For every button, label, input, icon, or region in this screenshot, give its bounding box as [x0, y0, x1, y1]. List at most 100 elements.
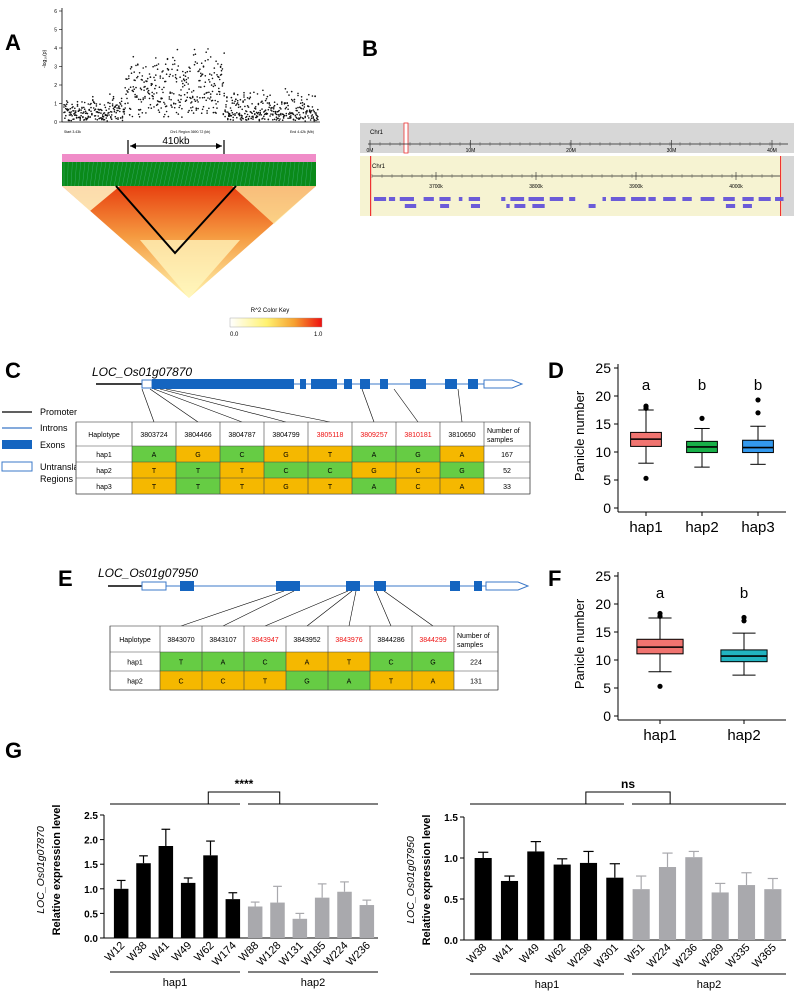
- browser-gene-feature: [682, 197, 692, 201]
- box-body: [742, 439, 774, 454]
- manhattan-point: [112, 97, 115, 100]
- manhattan-point: [190, 97, 192, 100]
- utr-3-arrow: [483, 379, 524, 389]
- exon-box: [468, 379, 478, 389]
- manhattan-point: [74, 110, 77, 112]
- manhattan-point: [260, 114, 262, 116]
- manhattan-point: [317, 115, 319, 118]
- manhattan-point: [293, 101, 296, 103]
- manhattan-point: [234, 100, 236, 103]
- browser-detail-left-marker: [370, 156, 372, 216]
- manhattan-point: [176, 48, 179, 51]
- manhattan-point: [218, 76, 220, 78]
- manhattan-point: [101, 114, 104, 116]
- manhattan-point: [182, 74, 185, 76]
- manhattan-point: [214, 99, 216, 102]
- bar-x-tick-label: W49: [517, 942, 541, 966]
- manhattan-point: [100, 112, 102, 114]
- legend-utr-label-2: Regions: [40, 474, 74, 484]
- manhattan-point: [110, 116, 112, 119]
- ld-connector-line: [118, 161, 123, 187]
- table-cell: A: [460, 484, 465, 491]
- manhattan-point: [249, 96, 252, 98]
- browser-gene-feature: [663, 197, 676, 201]
- allele-cell-bg: [440, 462, 484, 478]
- manhattan-point: [120, 100, 123, 103]
- manhattan-point: [119, 117, 122, 119]
- manhattan-point: [218, 91, 221, 93]
- manhattan-point: [238, 114, 241, 117]
- allele-cell-bg: [412, 671, 454, 690]
- ld-connector-line: [114, 161, 119, 187]
- manhattan-point: [247, 117, 250, 120]
- manhattan-point: [135, 64, 137, 67]
- haplotype-table-c: Haplotype 3803724 3804466 3804787 3804799 380…: [75, 421, 531, 495]
- allele-cell-bg: [244, 652, 286, 671]
- manhattan-point: [152, 97, 154, 100]
- box-y-tick-label: 25: [595, 360, 611, 376]
- manhattan-point: [296, 109, 298, 112]
- manhattan-point: [133, 88, 135, 90]
- table-header-cell: 3803724: [140, 432, 167, 439]
- gene-e-name: LOC_Os01g07950: [98, 568, 198, 580]
- manhattan-point: [266, 95, 269, 98]
- ld-connector-line: [90, 161, 94, 187]
- manhattan-point: [99, 103, 101, 105]
- manhattan-point: [209, 98, 211, 100]
- manhattan-point: [236, 93, 239, 96]
- manhattan-point: [299, 117, 301, 120]
- manhattan-point: [196, 96, 198, 98]
- manhattan-point: [240, 119, 243, 121]
- manhattan-point: [123, 108, 126, 111]
- ld-connector-line: [101, 161, 107, 187]
- manhattan-point: [222, 81, 225, 84]
- manhattan-point: [179, 76, 181, 78]
- manhattan-point: [76, 100, 79, 103]
- browser-gene-feature: [506, 204, 510, 208]
- panel-g-right-bar-chart: LOC_Os01g07950 Relative expression level…: [405, 777, 786, 991]
- allele-cell-bg: [132, 462, 176, 478]
- manhattan-point: [152, 65, 154, 68]
- manhattan-point: [242, 101, 244, 103]
- manhattan-point: [181, 107, 183, 110]
- manhattan-point: [316, 117, 318, 119]
- panel-d-boxplot: Panicle number 0 5 10 15 20 25 a hap1 b hap2 b hap3: [572, 360, 786, 536]
- manhattan-y-tick-label: 2: [54, 83, 57, 89]
- manhattan-point: [308, 117, 310, 119]
- manhattan-point: [271, 106, 273, 109]
- bar: [180, 882, 196, 938]
- bar: [685, 857, 703, 940]
- manhattan-point: [147, 107, 150, 109]
- allele-cell-bg: [396, 462, 440, 478]
- manhattan-point: [279, 106, 281, 109]
- manhattan-point: [269, 115, 271, 117]
- browser-gene-feature: [439, 197, 451, 201]
- table-cell: G: [415, 452, 420, 459]
- table-cell: T: [389, 679, 394, 686]
- manhattan-point: [184, 71, 187, 74]
- allele-cell-bg: [176, 478, 220, 494]
- manhattan-point: [203, 85, 206, 88]
- manhattan-point: [182, 70, 184, 73]
- manhattan-point: [94, 115, 97, 117]
- browser-gene-feature: [440, 204, 450, 208]
- manhattan-point: [171, 68, 173, 71]
- manhattan-point: [176, 69, 179, 71]
- panel-label-f: F: [548, 566, 562, 591]
- manhattan-point: [129, 68, 132, 70]
- ld-connector-line: [214, 161, 220, 187]
- manhattan-point: [309, 111, 312, 114]
- manhattan-point: [274, 111, 277, 113]
- table-cell: hap1: [127, 660, 143, 667]
- bar: [606, 877, 624, 940]
- manhattan-point: [177, 65, 180, 67]
- browser-gene-feature: [399, 197, 414, 201]
- browser-gene-feature: [602, 197, 606, 201]
- manhattan-point: [231, 99, 234, 102]
- manhattan-point: [112, 95, 115, 98]
- browser-gene-feature: [742, 204, 752, 208]
- table-cell: T: [328, 484, 333, 491]
- manhattan-point: [254, 106, 257, 108]
- manhattan-point: [223, 52, 225, 54]
- manhattan-point: [177, 99, 180, 101]
